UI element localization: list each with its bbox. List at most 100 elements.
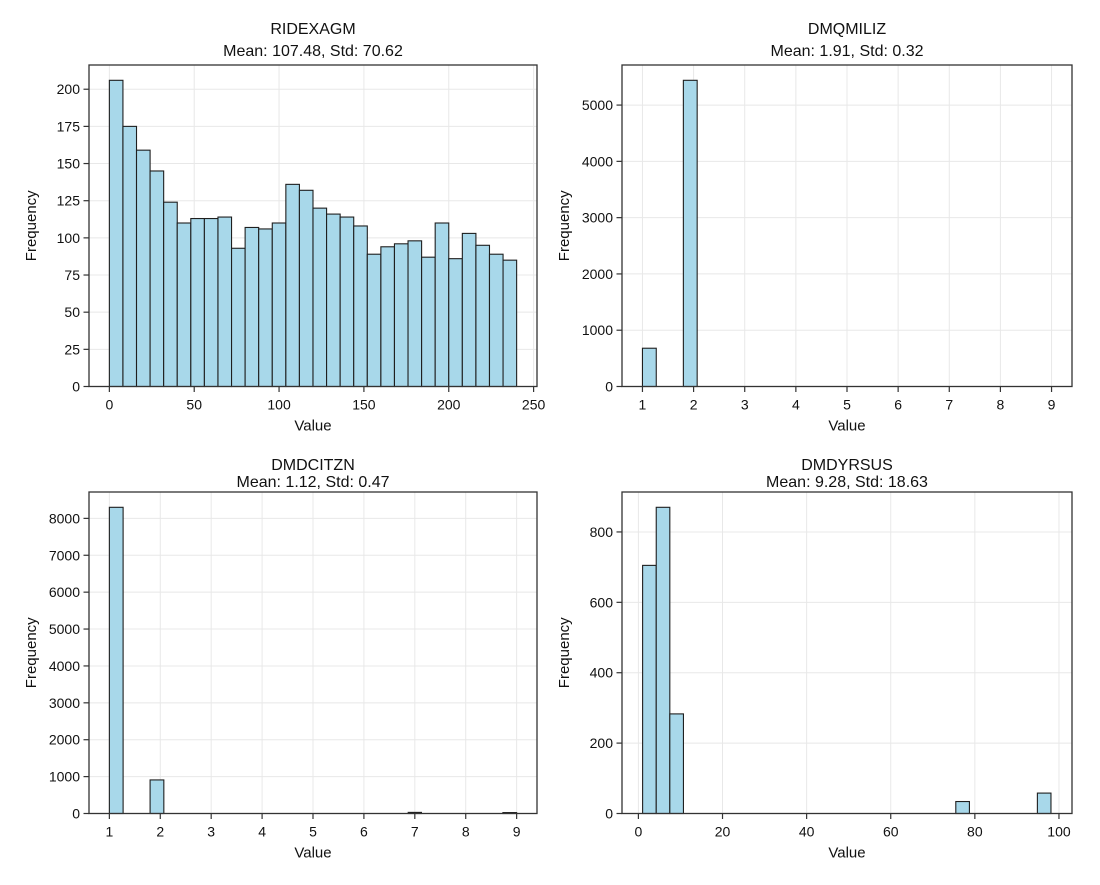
x-tick-label: 5	[843, 397, 851, 413]
y-tick-label: 200	[57, 81, 81, 97]
subplot-title: DMQMILIZ	[808, 21, 886, 38]
histogram-bar	[366, 253, 382, 388]
y-tick-label: 5000	[49, 621, 80, 637]
histogram-bar	[312, 207, 328, 388]
subplot-subtitle: Mean: 107.48, Std: 70.62	[223, 43, 403, 60]
subplot-subtitle: Mean: 9.28, Std: 18.63	[766, 474, 928, 491]
histogram-bar	[271, 222, 287, 388]
x-tick-label: 0	[635, 824, 643, 840]
histogram-bar	[122, 125, 138, 388]
subplot-bottom-left: 1 2 3 4 5 6 7 8 9 0 1000 2000 3000 4000 5000 6000 7000 80…	[0, 442, 550, 885]
histogram-bar	[488, 253, 504, 388]
x-tick-label: 200	[437, 397, 461, 413]
histogram-bar	[230, 247, 246, 388]
y-tick-label: 5000	[582, 97, 613, 113]
x-tick-label: 8	[997, 397, 1005, 413]
histogram-bar	[669, 713, 684, 815]
x-tick-label: 7	[945, 397, 953, 413]
histogram-bar	[421, 256, 436, 388]
y-tick-label: 150	[57, 156, 81, 172]
histogram-bar	[258, 228, 273, 388]
y-tick-label: 8000	[49, 510, 80, 526]
y-tick-label: 50	[64, 304, 80, 320]
subplot-top-right: 1 2 3 4 5 6 7 8 9 0 1000 2000 3000 4000 5000 DMQMILIZ Me…	[550, 0, 1100, 442]
y-tick-label: 0	[72, 806, 80, 822]
histogram-dmqmiliz-svg: 1 2 3 4 5 6 7 8 9 0 1000 2000 3000 4000 5000 DMQMILIZ Me…	[556, 21, 1073, 435]
y-tick-label: 4000	[582, 153, 613, 169]
subplot-title: DMDCITZN	[271, 457, 355, 474]
histogram-bar	[176, 222, 192, 388]
histogram-bar	[1036, 792, 1052, 815]
x-axis-label: Value	[294, 418, 331, 435]
histogram-bar	[641, 347, 657, 388]
x-tick-label: 8	[462, 824, 470, 840]
histogram-bar	[955, 800, 970, 815]
histogram-bar	[461, 232, 477, 388]
y-tick-label: 125	[57, 193, 81, 209]
y-tick-label: 7000	[49, 547, 80, 563]
y-tick-label: 3000	[582, 210, 613, 226]
subplot-title: RIDEXAGM	[270, 21, 355, 38]
y-tick-label: 175	[57, 118, 81, 134]
x-tick-label: 0	[105, 397, 113, 413]
histogram-bar	[108, 506, 124, 815]
y-tick-label: 100	[57, 230, 81, 246]
x-axis-label: Value	[828, 418, 865, 435]
y-axis-label: Frequency	[23, 617, 40, 688]
y-axis-label: Frequency	[556, 190, 573, 261]
histogram-bar	[163, 201, 178, 388]
histogram-ridexagm-svg: 0 50 100 150 200 250 0 25 50 75 100 125 150 175 200 RID…	[23, 21, 546, 435]
plot-border	[88, 64, 538, 388]
y-tick-label: 3000	[49, 695, 80, 711]
y-tick-label: 2000	[582, 266, 613, 282]
subplot-subtitle: Mean: 1.12, Std: 0.47	[237, 474, 390, 491]
x-tick-label: 2	[690, 397, 698, 413]
histogram-bar	[339, 216, 355, 388]
histogram-bar	[448, 258, 463, 388]
histogram-dmdcitzn-svg: 1 2 3 4 5 6 7 8 9 0 1000 2000 3000 4000 5000 6000 7000 80…	[23, 457, 538, 862]
histogram-bar	[380, 246, 396, 388]
x-tick-label: 1	[105, 824, 113, 840]
subplot-subtitle: Mean: 1.91, Std: 0.32	[771, 43, 924, 60]
histogram-bar	[135, 149, 151, 388]
x-tick-label: 4	[792, 397, 800, 413]
y-tick-label: 0	[72, 379, 80, 395]
y-tick-label: 0	[605, 379, 613, 395]
x-tick-label: 60	[883, 824, 899, 840]
x-tick-label: 100	[267, 397, 291, 413]
x-tick-label: 250	[522, 397, 546, 413]
histogram-bar	[353, 225, 368, 388]
x-tick-label: 9	[1048, 397, 1056, 413]
x-tick-label: 2	[156, 824, 164, 840]
histogram-bar	[298, 189, 314, 388]
x-tick-label: 7	[411, 824, 419, 840]
x-tick-label: 1	[639, 397, 647, 413]
y-tick-label: 600	[590, 594, 614, 610]
y-tick-label: 6000	[49, 584, 80, 600]
subplot-top-left: 0 50 100 150 200 250 0 25 50 75 100 125 150 175 200 RID…	[0, 0, 550, 442]
x-axis-label: Value	[828, 845, 865, 862]
y-tick-label: 25	[64, 341, 80, 357]
subplot-title: DMDYRSUS	[801, 457, 893, 474]
histogram-bar	[502, 259, 518, 388]
y-tick-label: 1000	[582, 322, 613, 338]
y-tick-label: 200	[590, 735, 614, 751]
histogram-bar	[149, 779, 165, 815]
histogram-bar	[244, 226, 260, 388]
y-tick-label: 75	[64, 267, 80, 283]
x-tick-label: 80	[967, 824, 983, 840]
subplot-bottom-right: 0 20 40 60 80 100 0 200 400 600 800 DMDYRSUS Mean: 9…	[550, 442, 1100, 885]
histogram-bar	[655, 506, 671, 815]
x-tick-label: 100	[1047, 824, 1071, 840]
x-tick-label: 50	[186, 397, 202, 413]
y-tick-label: 800	[590, 524, 614, 540]
y-axis-label: Frequency	[556, 617, 573, 688]
histogram-bar	[475, 244, 491, 388]
x-tick-label: 3	[207, 824, 215, 840]
y-tick-label: 4000	[49, 658, 80, 674]
histogram-bar	[217, 216, 233, 388]
x-tick-label: 9	[513, 824, 521, 840]
x-tick-label: 4	[258, 824, 266, 840]
histogram-bar	[682, 79, 698, 388]
x-axis-label: Value	[294, 845, 331, 862]
